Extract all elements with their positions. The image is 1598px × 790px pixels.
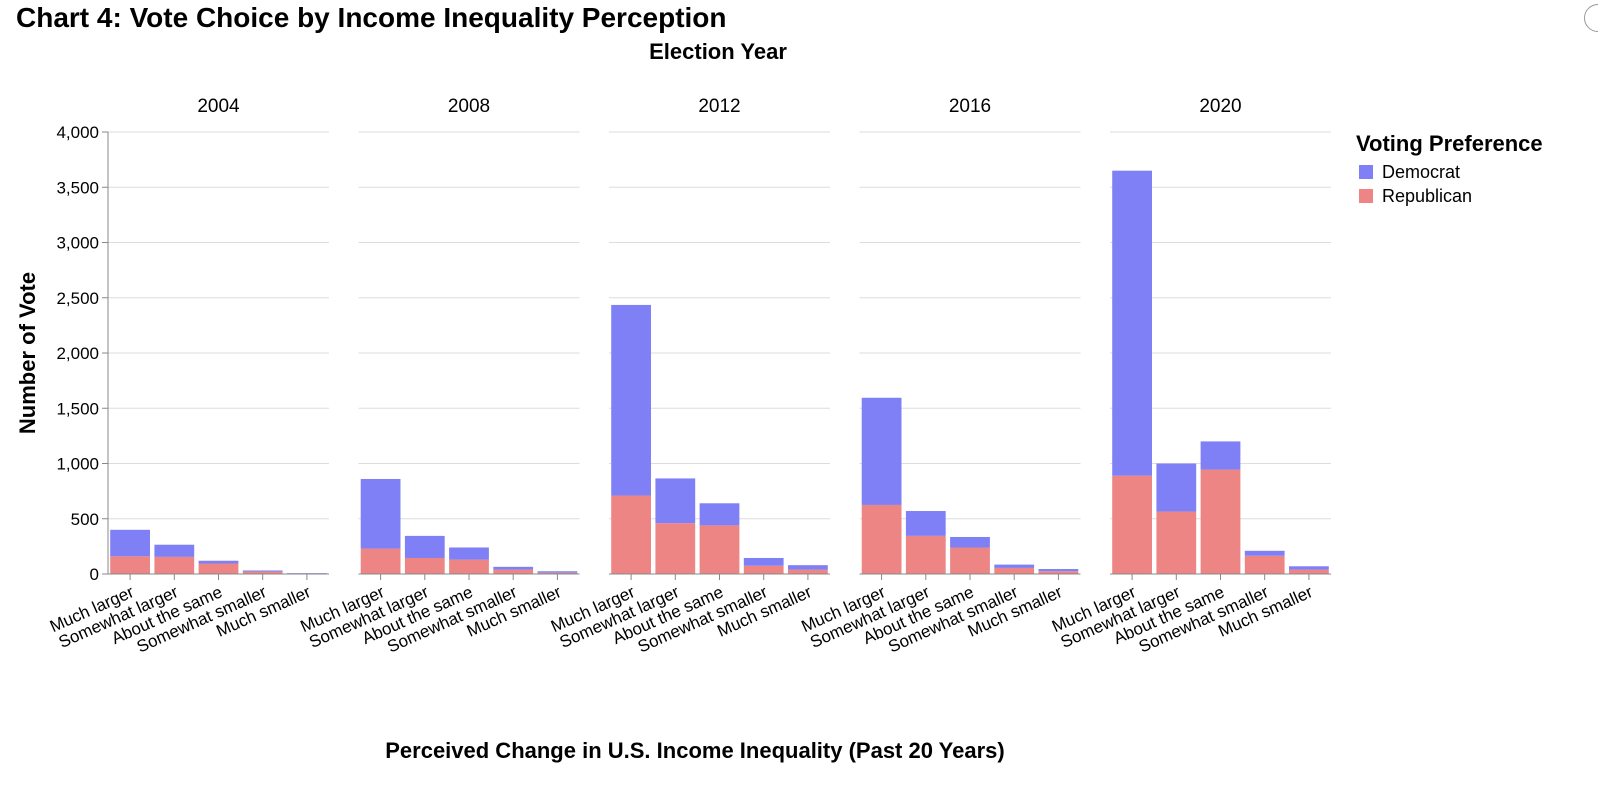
y-tick-label: 500: [71, 510, 99, 529]
axis-layer: [102, 131, 1331, 580]
bar-2012-republican-much-smaller[interactable]: [788, 569, 828, 574]
bar-2012-democrat-about-the-same[interactable]: [699, 503, 740, 526]
bar-2012-democrat-somewhat-larger[interactable]: [655, 478, 696, 524]
bar-2004-democrat-somewhat-larger[interactable]: [154, 544, 195, 557]
bar-2016-republican-about-the-same[interactable]: [950, 547, 990, 574]
bar-2012-republican-about-the-same[interactable]: [699, 525, 740, 574]
bar-2016-democrat-somewhat-smaller[interactable]: [994, 564, 1035, 568]
bar-2020-republican-much-larger[interactable]: [1112, 475, 1152, 574]
bar-layer: [110, 170, 1329, 574]
chart-title: Chart 4: Vote Choice by Income Inequalit…: [16, 2, 727, 33]
bar-2020-republican-much-smaller[interactable]: [1289, 569, 1329, 574]
x-axis-title: Perceived Change in U.S. Income Inequali…: [385, 738, 1005, 763]
legend-title: Voting Preference: [1356, 131, 1543, 156]
y-axis-title: Number of Vote: [15, 272, 40, 434]
facet-label-2012: 2012: [698, 96, 740, 117]
text-layer: Election Year Perceived Change in U.S. In…: [15, 39, 1543, 763]
bar-2004-republican-somewhat-smaller[interactable]: [242, 571, 283, 574]
bar-2004-democrat-somewhat-smaller[interactable]: [242, 570, 283, 572]
bar-2020-democrat-much-smaller[interactable]: [1289, 566, 1329, 570]
bar-2008-democrat-much-larger[interactable]: [360, 478, 401, 549]
bar-2016-democrat-somewhat-larger[interactable]: [905, 511, 946, 536]
bar-2012-republican-somewhat-larger[interactable]: [655, 523, 696, 574]
bar-2012-democrat-much-smaller[interactable]: [788, 565, 828, 570]
facet-label-2016: 2016: [949, 96, 991, 117]
y-tick-label: 0: [90, 565, 99, 584]
y-tick-label: 3,000: [56, 234, 99, 253]
legend-label-democrat: Democrat: [1382, 162, 1460, 182]
bar-2016-republican-somewhat-larger[interactable]: [905, 535, 946, 574]
bar-2016-republican-much-smaller[interactable]: [1038, 571, 1079, 574]
bar-2008-democrat-somewhat-larger[interactable]: [404, 535, 445, 558]
bar-2020-democrat-somewhat-larger[interactable]: [1156, 463, 1197, 512]
bar-2008-republican-somewhat-larger[interactable]: [404, 557, 445, 574]
bar-2016-democrat-much-larger[interactable]: [861, 397, 902, 505]
bar-2008-republican-much-larger[interactable]: [360, 548, 401, 574]
bar-2020-democrat-much-larger[interactable]: [1112, 170, 1152, 476]
y-tick-label: 4,000: [56, 123, 99, 142]
bar-2020-republican-about-the-same[interactable]: [1200, 469, 1241, 574]
legend-swatch-democrat: [1359, 165, 1373, 179]
legend-swatch-republican: [1359, 189, 1373, 203]
grid-layer: [108, 131, 1331, 520]
facet-label-2020: 2020: [1199, 96, 1241, 117]
bar-2004-democrat-much-larger[interactable]: [110, 529, 150, 557]
bar-2020-republican-somewhat-smaller[interactable]: [1244, 555, 1285, 574]
y-tick-label: 1,500: [56, 399, 99, 418]
bar-2016-democrat-about-the-same[interactable]: [950, 536, 990, 548]
bar-2012-democrat-somewhat-smaller[interactable]: [743, 557, 784, 566]
bar-2012-republican-somewhat-smaller[interactable]: [743, 565, 784, 574]
bar-2004-republican-about-the-same[interactable]: [198, 563, 239, 574]
y-tick-label: 1,000: [56, 455, 99, 474]
bar-2004-republican-much-larger[interactable]: [110, 556, 150, 574]
bar-2016-republican-somewhat-smaller[interactable]: [994, 567, 1035, 574]
bar-2004-republican-somewhat-larger[interactable]: [154, 556, 195, 574]
bar-2008-republican-much-smaller[interactable]: [537, 572, 578, 574]
bar-2004-democrat-about-the-same[interactable]: [198, 560, 239, 564]
facet-label-2008: 2008: [448, 96, 490, 117]
bar-2008-democrat-somewhat-smaller[interactable]: [493, 566, 534, 570]
bar-2008-democrat-about-the-same[interactable]: [449, 547, 489, 560]
bar-2012-republican-much-larger[interactable]: [611, 495, 651, 574]
bar-2016-republican-much-larger[interactable]: [861, 504, 902, 574]
facet-label-2004: 2004: [197, 96, 240, 117]
bar-2020-republican-somewhat-larger[interactable]: [1156, 511, 1197, 574]
y-tick-label: 2,000: [56, 344, 99, 363]
bar-2012-democrat-much-larger[interactable]: [611, 304, 651, 496]
y-tick-label: 2,500: [56, 289, 99, 308]
bar-2008-democrat-much-smaller[interactable]: [537, 571, 578, 573]
bar-2016-democrat-much-smaller[interactable]: [1038, 569, 1079, 572]
bar-2008-republican-somewhat-smaller[interactable]: [493, 569, 534, 574]
bar-2020-democrat-somewhat-smaller[interactable]: [1244, 550, 1285, 556]
bar-2020-democrat-about-the-same[interactable]: [1200, 441, 1241, 470]
bar-2008-republican-about-the-same[interactable]: [449, 559, 489, 574]
y-tick-label: 3,500: [56, 178, 99, 197]
legend-label-republican: Republican: [1382, 186, 1472, 206]
facet-header-label: Election Year: [649, 39, 787, 64]
